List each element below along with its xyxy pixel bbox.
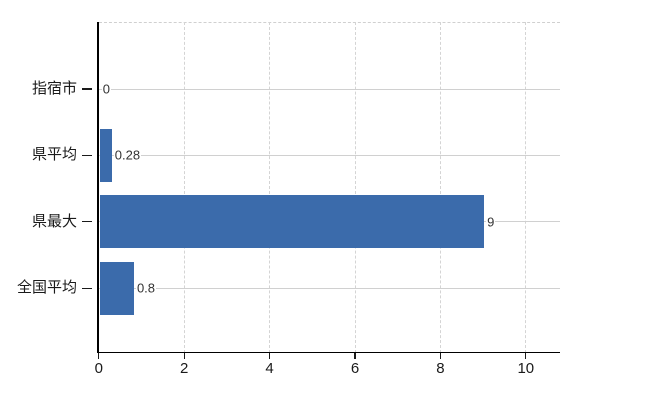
plot-top-border bbox=[98, 22, 561, 23]
y-axis-line bbox=[97, 22, 99, 353]
y-tick bbox=[82, 221, 92, 223]
grid-line-horizontal bbox=[98, 154, 561, 156]
grid-line-vertical bbox=[183, 22, 185, 353]
bar-value-label: 0.28 bbox=[113, 147, 142, 163]
x-tick-label: 8 bbox=[436, 359, 445, 377]
category-label: 県平均 bbox=[31, 146, 77, 164]
grid-line-horizontal bbox=[98, 287, 561, 289]
x-tick-label: 6 bbox=[350, 359, 360, 377]
bar bbox=[99, 261, 134, 315]
x-tick bbox=[439, 353, 442, 359]
grid-line-horizontal bbox=[98, 88, 561, 90]
x-tick bbox=[354, 353, 356, 359]
x-tick-label: 4 bbox=[265, 359, 274, 377]
grid-line-vertical bbox=[269, 22, 271, 353]
y-tick bbox=[82, 154, 92, 157]
x-tick-label: 0 bbox=[94, 359, 103, 377]
x-tick-label: 2 bbox=[180, 359, 189, 377]
x-tick bbox=[525, 353, 527, 359]
category-label: 全国平均 bbox=[16, 279, 77, 297]
bar-value-label: 0 bbox=[101, 81, 112, 97]
x-tick bbox=[268, 353, 271, 359]
x-axis-line bbox=[97, 351, 561, 354]
grid-line-vertical bbox=[354, 22, 356, 353]
x-tick bbox=[183, 353, 185, 359]
bar-value-label: 0.8 bbox=[135, 280, 157, 296]
y-tick bbox=[82, 88, 92, 90]
x-tick bbox=[98, 353, 100, 359]
x-tick-label: 10 bbox=[517, 359, 535, 377]
y-tick bbox=[82, 287, 92, 289]
grid-line-vertical bbox=[439, 22, 441, 353]
bar bbox=[99, 195, 484, 249]
category-label: 県最大 bbox=[31, 212, 77, 230]
bar bbox=[99, 128, 112, 182]
bar-value-label: 9 bbox=[486, 214, 496, 230]
grid-line-vertical bbox=[525, 22, 527, 353]
category-label: 指宿市 bbox=[31, 80, 77, 97]
